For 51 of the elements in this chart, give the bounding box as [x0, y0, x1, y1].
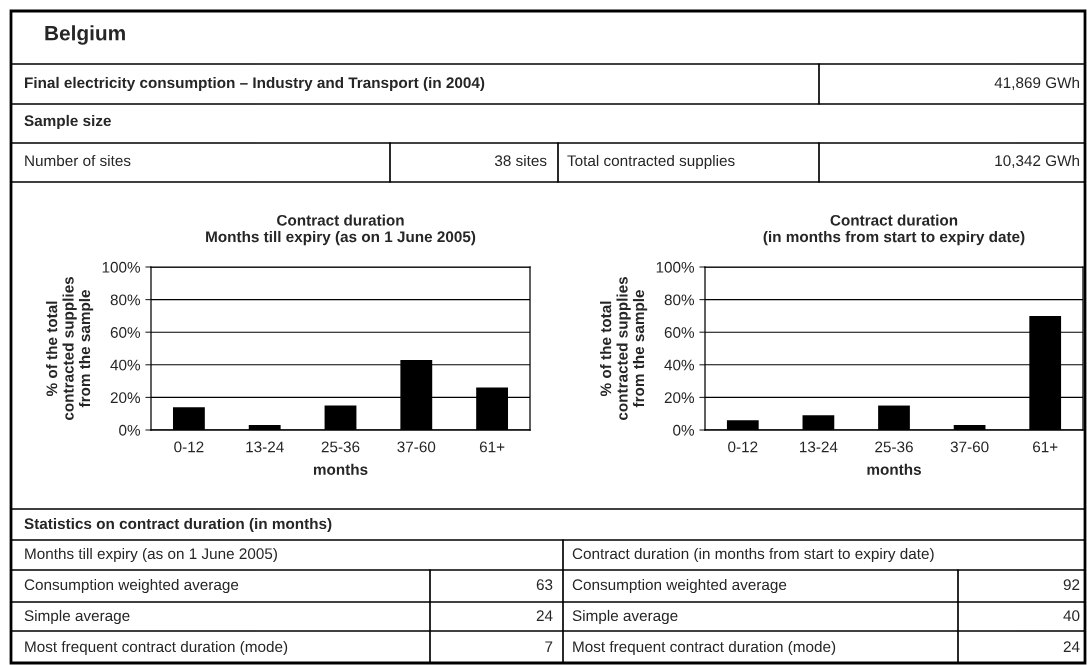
- text: Months till expiry (as on 1 June 2005): [25, 547, 277, 563]
- y-tick-label: 20%: [110, 392, 141, 404]
- x-tick-label: 37-60: [950, 441, 989, 453]
- y-tick-label: 100%: [656, 261, 695, 273]
- y-axis-title: % of the total contracted supplies from the sample: [46, 276, 94, 421]
- y-tick-label: 80%: [110, 294, 141, 306]
- text: Consumption weighted average: [24, 578, 239, 594]
- text: Simple average: [572, 609, 678, 625]
- y-tick-label: 80%: [664, 294, 695, 306]
- x-axis-title: months: [867, 463, 921, 475]
- text: Consumption weighted average: [572, 578, 787, 594]
- y-tick-label: 60%: [110, 327, 141, 338]
- x-tick-label: 37-60: [397, 441, 436, 453]
- text: 63: [536, 579, 553, 591]
- text: 24: [536, 610, 553, 621]
- text: Belgium: [45, 25, 125, 45]
- text: 10,342 GWh: [995, 154, 1080, 168]
- x-tick-label: 25-36: [875, 441, 913, 453]
- text: 7: [545, 641, 553, 652]
- text: Total contracted supplies: [567, 154, 735, 170]
- y-tick-label: 60%: [664, 327, 695, 338]
- x-tick-label: 0-12: [728, 441, 758, 453]
- text: Most frequent contract duration (mode): [573, 640, 836, 656]
- text: 41,869 GWh: [994, 76, 1080, 90]
- text: Simple average: [24, 609, 130, 625]
- y-tick-label: 100%: [102, 261, 141, 273]
- x-tick-label: 61+: [1033, 441, 1058, 453]
- y-tick-label: 40%: [664, 359, 695, 371]
- text: 92: [1063, 579, 1080, 591]
- text: Final electricity consumption – Industry and Transport (in 2004): [25, 76, 485, 92]
- text: Most frequent contract duration (mode): [25, 640, 288, 656]
- text: Sample size: [24, 114, 111, 130]
- y-tick-label: 0%: [119, 424, 141, 436]
- text: Statistics on contract duration (in months): [24, 517, 332, 533]
- text: 24: [1063, 641, 1080, 652]
- x-axis-title: months: [313, 463, 368, 475]
- y-axis-title: % of the total contracted supplies from the sample: [600, 276, 648, 421]
- x-tick-label: 61+: [479, 441, 505, 453]
- text: Contract duration (in months from start to expiry date): [572, 547, 934, 563]
- y-tick-label: 20%: [664, 392, 695, 404]
- x-tick-label: 25-36: [321, 441, 360, 453]
- x-tick-label: 13-24: [800, 441, 838, 453]
- chart-title: Contract duration Months till expiry (as on 1 June 2005): [206, 214, 476, 246]
- x-tick-label: 13-24: [246, 441, 284, 453]
- y-tick-label: 0%: [673, 424, 695, 436]
- x-tick-label: 0-12: [174, 441, 204, 453]
- text: 40: [1063, 610, 1080, 622]
- y-tick-label: 40%: [110, 359, 141, 371]
- chart-title: Contract duration (in months from start to expiry date): [763, 214, 1025, 246]
- text: Number of sites: [25, 154, 131, 167]
- text: 38 sites: [494, 154, 547, 167]
